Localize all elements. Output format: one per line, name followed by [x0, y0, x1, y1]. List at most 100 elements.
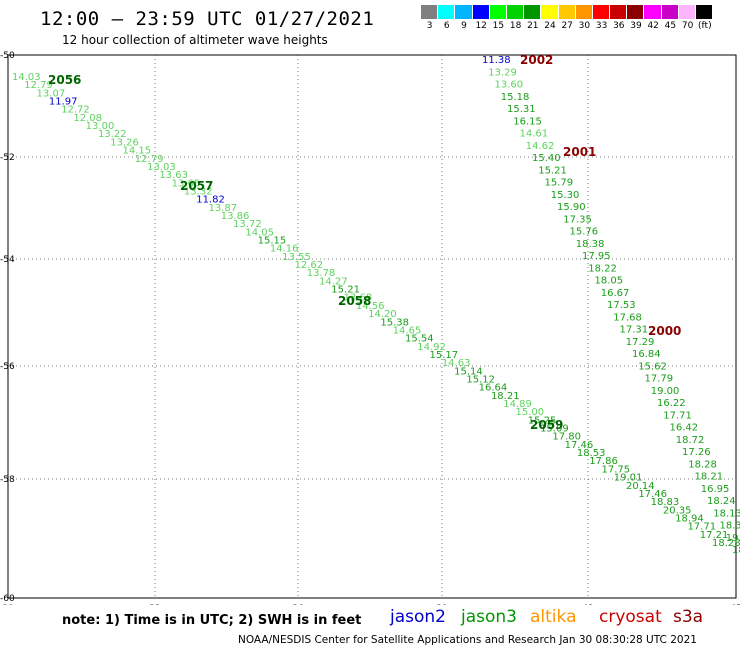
wave-height-value: 18.21: [491, 391, 520, 402]
wave-height-value: 14.63: [442, 358, 471, 369]
wave-height-value: 13.68: [344, 293, 373, 304]
wave-height-value: 14.16: [270, 244, 299, 255]
page-title: 12:00 – 23:59 UTC 01/27/2021: [40, 8, 375, 30]
wave-height-value: 17.71: [663, 410, 692, 421]
color-swatch: [455, 5, 473, 19]
wave-height-value: 17.53: [607, 300, 636, 311]
color-scale-label: (ft): [698, 21, 712, 31]
y-tick-label: -52: [0, 153, 15, 163]
x-tick-label: 39: [436, 604, 448, 605]
x-tick-label: 33: [149, 604, 160, 605]
color-swatch: [472, 5, 490, 19]
wave-height-value: 13.72: [233, 219, 262, 230]
plot-frame: [7, 54, 737, 599]
color-swatch: [644, 5, 662, 19]
wave-height-value: 17.21: [700, 530, 729, 541]
track-label: 2058: [338, 294, 371, 308]
track-label: 2001: [563, 145, 596, 159]
wave-height-value: 13.07: [37, 88, 66, 99]
wave-height-value: 15.21: [331, 285, 360, 296]
color-swatch: [627, 5, 645, 19]
color-swatch: [506, 5, 525, 19]
legend-cryosat: cryosat: [599, 607, 662, 627]
wave-height-value: 14.62: [526, 141, 555, 152]
color-scale-label: 70: [681, 21, 694, 31]
wave-height-value: 18.83: [651, 497, 680, 508]
color-scale-label: 18: [509, 21, 522, 31]
wave-height-value: 19.01: [614, 473, 643, 484]
y-tick-label: -50: [0, 51, 15, 61]
color-scale-label: 30: [578, 21, 591, 31]
wave-height-value: 14.15: [123, 146, 152, 157]
wave-height-value: 15.21: [538, 165, 567, 176]
page-subtitle: 12 hour collection of altimeter wave hei…: [62, 33, 328, 47]
wave-height-value: 18.32: [732, 545, 740, 556]
wave-height-value: 13.78: [307, 268, 336, 279]
wave-height-value: 13.26: [110, 137, 139, 148]
wave-height-value: 15.62: [638, 361, 667, 372]
wave-height-value: 13.29: [488, 67, 517, 78]
color-scale-bar: [421, 5, 714, 19]
wave-height-value: 18.38: [576, 239, 605, 250]
wave-height-value: 15.14: [454, 366, 483, 377]
wave-height-value: 15.15: [258, 236, 287, 247]
wave-height-value: 18.28: [688, 459, 717, 470]
wave-height-value: 12.62: [294, 260, 323, 271]
wave-height-value: 17.46: [638, 489, 667, 500]
color-swatch: [558, 5, 576, 19]
wave-height-value: 16.64: [479, 383, 508, 394]
y-tick-label: -54: [0, 255, 15, 265]
wave-height-value: 19.00: [651, 386, 680, 397]
color-scale-label: 6: [443, 21, 450, 31]
x-tick-label: 36: [292, 604, 304, 605]
wave-height-value: 14.03: [12, 72, 41, 83]
color-scale-label: 45: [664, 21, 677, 31]
wave-height-value: 15.76: [570, 227, 599, 238]
color-swatch: [524, 5, 542, 19]
wave-height-value: 16.22: [657, 398, 686, 409]
color-scale-label: 24: [544, 21, 556, 31]
y-tick-label: -58: [0, 475, 15, 485]
wave-height-value: 11.38: [482, 55, 511, 66]
track-label: 2059: [530, 418, 563, 432]
wave-height-value: 12.79: [135, 154, 164, 165]
wave-height-value: 18.05: [595, 276, 624, 287]
wave-height-value: 17.75: [601, 464, 630, 475]
wave-height-value: 14.65: [393, 325, 422, 336]
x-tick-label: 42: [582, 604, 593, 605]
color-swatch: [592, 5, 611, 19]
wave-height-value: 15.09: [540, 424, 569, 435]
legend-jason3: jason3: [461, 607, 517, 627]
wave-height-value: 18.72: [676, 435, 705, 446]
color-scale-label: 39: [630, 21, 642, 31]
wave-height-value: 17.46: [565, 440, 594, 451]
legend-jason2: jason2: [390, 607, 446, 627]
wave-height-value: 17.79: [645, 374, 674, 385]
wave-height-value: 15.79: [545, 178, 574, 189]
track-label: 2002: [520, 53, 553, 67]
wave-height-value: 17.31: [620, 325, 649, 336]
wave-height-value: 15.30: [551, 190, 580, 201]
color-swatch: [489, 5, 507, 19]
wave-height-value: 13.63: [159, 170, 188, 181]
legend-s3a: s3a: [673, 607, 704, 627]
wave-height-value: 16.95: [701, 484, 730, 495]
y-tick-label: -56: [0, 362, 15, 372]
wave-height-value: 13.86: [221, 211, 250, 222]
x-tick-label: 30: [2, 604, 14, 605]
color-swatch: [661, 5, 679, 19]
wave-height-value: 18.94: [675, 513, 704, 524]
legend-altika: altika: [530, 607, 577, 627]
color-scale-label: 27: [561, 21, 573, 31]
wave-height-value: 17.68: [613, 312, 642, 323]
wave-height-value: 17.86: [589, 456, 618, 467]
wave-height-value: 17.80: [552, 432, 581, 443]
wave-height-value: 20.35: [663, 505, 692, 516]
color-swatch: [678, 5, 696, 19]
color-scale-label: 36: [613, 21, 625, 31]
wave-height-value: 11.82: [196, 195, 225, 206]
credit-line: NOAA/NESDIS Center for Satellite Applica…: [238, 634, 697, 646]
x-tick-label: 45: [730, 604, 740, 605]
wave-height-value: 18.28: [712, 538, 740, 549]
track-label: 2056: [48, 73, 81, 87]
